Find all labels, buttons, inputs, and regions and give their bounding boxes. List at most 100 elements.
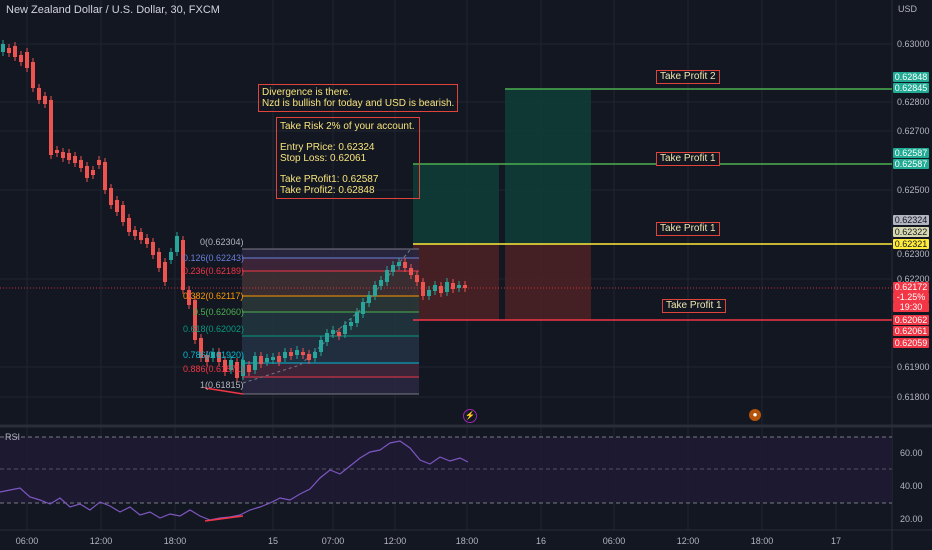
candle-body [295, 350, 299, 355]
price-tick: 0.63000 [897, 39, 930, 49]
candle-body [193, 300, 197, 340]
candle-body [355, 312, 359, 323]
profit-zone-1 [413, 164, 499, 244]
candle-body [337, 332, 341, 336]
candle-body [145, 238, 149, 244]
price-tag-stop-b: 0.62061 [893, 326, 929, 336]
rsi-divergence-line [204, 515, 244, 522]
candle-body [211, 352, 215, 358]
economic-event-icon[interactable]: ● [749, 409, 761, 421]
price-tick: 0.61800 [897, 392, 930, 402]
divergence-line-1: Divergence is there. [262, 87, 351, 98]
candle-body [13, 46, 17, 57]
candle-body [427, 290, 431, 296]
fib-label: 1(0.61815) [200, 380, 244, 390]
candle-body [421, 282, 425, 296]
candle-body [157, 252, 161, 268]
candle-body [43, 96, 47, 104]
trade-plan-note[interactable]: Take Risk 2% of your account. Entry PRic… [276, 117, 420, 199]
fib-label: 0.126(0.62243) [183, 253, 245, 263]
candle-body [313, 352, 317, 358]
candle-body [373, 285, 377, 296]
take-profit-1-label[interactable]: Take Profit 1 [656, 152, 720, 166]
fib-label: 0(0.62304) [200, 237, 244, 247]
candle-body [361, 302, 365, 314]
candle-body [127, 218, 131, 232]
price-tag-tp1: 0.62587 [893, 148, 929, 158]
time-tick: 16 [535, 536, 547, 546]
candle-body [397, 262, 401, 266]
candle-body [223, 360, 227, 372]
candle-body [409, 268, 413, 275]
candle-body [1, 44, 5, 52]
candle-body [97, 160, 101, 165]
plan-risk: Take Risk 2% of your account. [280, 121, 415, 132]
divergence-line-2: Nzd is bullish for today and USD is bear… [262, 98, 455, 109]
candle-body [7, 48, 11, 53]
divergence-note[interactable]: Divergence is there. Nzd is bullish for … [258, 84, 459, 112]
candle-body [265, 358, 269, 362]
candle-body [103, 162, 107, 190]
candle-body [85, 166, 89, 178]
time-tick: 17 [830, 536, 842, 546]
fib-label: 0.618(0.62002) [183, 324, 245, 334]
candle-body [463, 285, 467, 288]
price-divergence-line [204, 387, 244, 395]
candle-body [169, 252, 173, 260]
candle-body [379, 280, 383, 286]
candle-body [391, 265, 395, 272]
price-tag-stop: 0.62062 [893, 315, 929, 325]
candle-body [217, 352, 221, 362]
candle-body [19, 55, 23, 62]
lightning-icon[interactable]: ⚡ [463, 409, 477, 423]
candle-body [241, 360, 245, 376]
loss-zone-2 [505, 244, 591, 320]
candle-body [61, 152, 65, 158]
time-tick: 06:00 [15, 536, 39, 546]
candle-body [259, 356, 263, 364]
candle-body [457, 285, 461, 288]
take-profit-2-label[interactable]: Take Profit 2 [656, 70, 720, 84]
time-tick: 06:00 [602, 536, 626, 546]
candles [1, 40, 467, 382]
candle-body [67, 153, 71, 160]
price-tick: 0.62300 [897, 249, 930, 259]
price-tag-entry-c: 0.62321 [893, 239, 929, 249]
candle-body [343, 325, 347, 334]
fib-label: 0.886(0.61871) [183, 364, 245, 374]
currency-label: USD [898, 4, 918, 14]
rsi-band [0, 437, 892, 503]
candle-body [385, 270, 389, 282]
candle-body [229, 360, 233, 370]
stop-take-profit-label[interactable]: Take Profit 1 [662, 299, 726, 313]
entry-take-profit-label[interactable]: Take Profit 1 [656, 222, 720, 236]
candle-body [415, 275, 419, 282]
plan-tp1: Take PRofit1: 0.62587 [280, 174, 379, 185]
fib-label: 0.786(0.61920) [183, 350, 245, 360]
price-tick: 0.62800 [897, 97, 930, 107]
candle-body [49, 100, 53, 155]
candle-body [307, 354, 311, 360]
candle-body [163, 262, 167, 282]
price-tick: 0.61900 [897, 362, 930, 372]
candle-body [181, 240, 185, 290]
candle-body [175, 236, 179, 252]
candle-body [73, 156, 77, 163]
candle-body [133, 230, 137, 236]
candle-body [115, 200, 119, 212]
candle-body [325, 333, 329, 342]
candle-body [25, 52, 29, 68]
price-tag-entry: 0.62324 [893, 215, 929, 225]
candle-body [367, 295, 371, 303]
time-tick: 18:00 [455, 536, 479, 546]
candle-body [79, 160, 83, 168]
profit-zone-2 [505, 89, 591, 244]
time-tick: 12:00 [383, 536, 407, 546]
price-tag-tp1b: 0.62587 [893, 159, 929, 169]
plan-tp2: Take Profit2: 0.62848 [280, 185, 375, 196]
candle-body [445, 282, 449, 292]
rsi-line [0, 440, 469, 521]
candle-body [91, 170, 95, 175]
chart-title: New Zealand Dollar / U.S. Dollar, 30, FX… [6, 4, 220, 16]
